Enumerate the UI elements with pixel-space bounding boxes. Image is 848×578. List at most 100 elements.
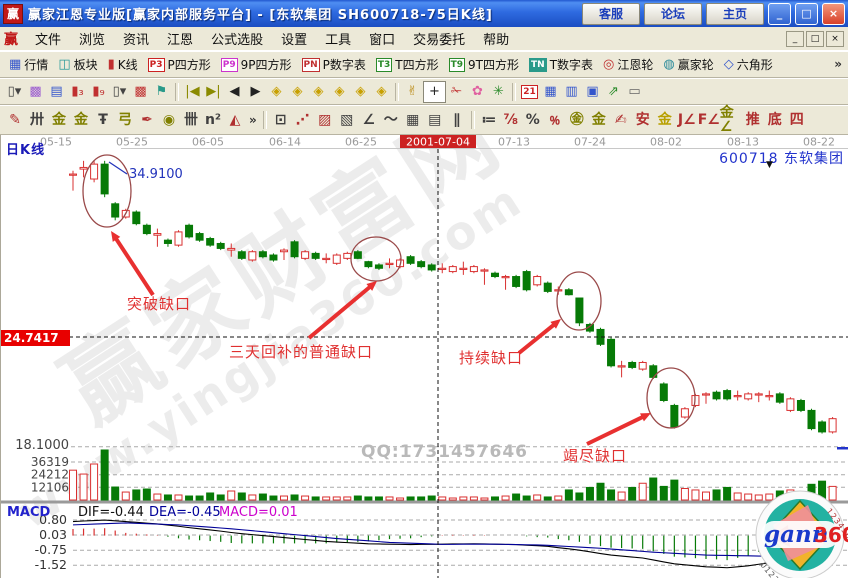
pattern-box-tool-icon[interactable]: ▨ bbox=[318, 112, 332, 128]
p9-square-button[interactable]: P9 9P四方形 bbox=[216, 56, 297, 73]
kline-button[interactable]: ▮ K线 bbox=[103, 56, 143, 73]
toolbar-overflow-chevron[interactable]: » bbox=[249, 113, 257, 127]
maximize-button[interactable]: □ bbox=[795, 2, 818, 25]
zoom-diamond-4-icon[interactable]: ◈ bbox=[334, 84, 345, 99]
forum-button[interactable]: 论坛 bbox=[644, 2, 702, 25]
kline-style-dropdown[interactable]: ▯▾ bbox=[7, 84, 22, 99]
menu-item-9[interactable]: 帮助 bbox=[483, 33, 510, 48]
grid-tool-icon[interactable]: ▦ bbox=[406, 112, 420, 128]
t9-square-button[interactable]: T9 9T四方形 bbox=[444, 56, 524, 73]
volume-bar bbox=[269, 495, 278, 501]
save-icon[interactable]: ▣ bbox=[586, 84, 599, 99]
mdi-minimize-button[interactable]: _ bbox=[786, 30, 804, 47]
angle-lines-tool-icon[interactable]: ∠ bbox=[362, 112, 376, 128]
pen2-tool-icon[interactable]: ✍ bbox=[614, 112, 627, 128]
gold2-tool-icon[interactable]: 金 bbox=[657, 112, 672, 128]
gann-wheel-button[interactable]: ◎ 江恩轮 bbox=[598, 56, 658, 73]
golden-band-tool-icon[interactable]: 金 bbox=[74, 112, 88, 128]
calendar-icon[interactable]: 21 bbox=[521, 84, 538, 99]
brain-icon[interactable]: ✳ bbox=[493, 84, 504, 99]
toolbar-overflow-chevron[interactable]: » bbox=[834, 57, 842, 71]
n2-tool-icon[interactable]: n² bbox=[204, 112, 222, 128]
gann-grid-tool-icon[interactable]: 卅 bbox=[30, 112, 44, 128]
menu-item-6[interactable]: 工具 bbox=[325, 33, 352, 48]
percent-tool-icon[interactable]: % bbox=[525, 112, 540, 128]
list-percent-tool-icon[interactable]: ≔ bbox=[481, 112, 497, 128]
calculator-icon[interactable]: ▦ bbox=[544, 84, 557, 99]
next-icon[interactable]: ▶ bbox=[250, 84, 261, 99]
knife-tool-icon[interactable]: ✒ bbox=[141, 112, 153, 128]
tui-line-tool-icon[interactable]: 推 bbox=[745, 112, 760, 128]
arrow-tool-icon[interactable]: ◭ bbox=[229, 112, 241, 128]
zoom-diamond-5-icon[interactable]: ◈ bbox=[355, 84, 366, 99]
menu-item-1[interactable]: 浏览 bbox=[79, 33, 106, 48]
ribbon-icon[interactable]: ✿ bbox=[472, 84, 483, 99]
print-icon[interactable]: ▭ bbox=[628, 84, 641, 99]
bow-tool-icon[interactable]: 弓 bbox=[118, 112, 132, 128]
export-icon[interactable]: ⇗ bbox=[608, 84, 619, 99]
si-line-tool-icon[interactable]: 四 bbox=[789, 112, 804, 128]
pen-tool-icon[interactable]: ✎ bbox=[9, 112, 21, 128]
hexagon-button[interactable]: ◇ 六角形 bbox=[719, 56, 778, 73]
hatch-tool-icon[interactable]: ∥ bbox=[453, 112, 461, 128]
percent7-tool-icon[interactable]: ⅞ bbox=[503, 112, 519, 128]
j-line-tool-icon[interactable]: J∠ bbox=[677, 112, 696, 128]
chip-distribution-icon[interactable]: ▩ bbox=[29, 84, 42, 99]
crosshair-tool-icon[interactable]: + bbox=[423, 80, 446, 103]
zoom-diamond-1-icon[interactable]: ◈ bbox=[271, 84, 282, 99]
customer-service-button[interactable]: 客服 bbox=[582, 2, 640, 25]
menu-item-4[interactable]: 公式选股 bbox=[211, 33, 264, 48]
report-icon[interactable]: ▥ bbox=[565, 84, 578, 99]
homepage-button[interactable]: 主页 bbox=[706, 2, 764, 25]
indicator9-icon[interactable]: ▮₉ bbox=[92, 84, 105, 99]
wave-tool-icon[interactable]: 〜 bbox=[383, 112, 398, 128]
menu-item-3[interactable]: 江恩 bbox=[167, 33, 194, 48]
menu-item-0[interactable]: 文件 bbox=[35, 33, 62, 48]
window-tool-icon[interactable]: ⊡ bbox=[274, 112, 287, 128]
menu-item-8[interactable]: 交易委托 bbox=[413, 33, 466, 48]
golden-ratio-tool-icon[interactable]: 金 bbox=[52, 112, 66, 128]
shaded-box-tool-icon[interactable]: ▧ bbox=[340, 112, 354, 128]
menu-item-2[interactable]: 资讯 bbox=[123, 33, 150, 48]
minimize-button[interactable]: _ bbox=[768, 2, 791, 25]
p-square-button[interactable]: P3 P四方形 bbox=[143, 56, 216, 73]
quotes-button[interactable]: ▦ 行情 bbox=[4, 56, 53, 73]
menu-item-5[interactable]: 设置 bbox=[281, 33, 308, 48]
flag-icon[interactable]: ⚑ bbox=[155, 84, 168, 99]
mdi-restore-button[interactable]: □ bbox=[806, 30, 824, 47]
last-page-icon[interactable]: ▶| bbox=[206, 84, 221, 99]
mdi-close-button[interactable]: × bbox=[826, 30, 844, 47]
hand-tool-icon[interactable]: ✌ bbox=[407, 84, 418, 99]
pattern-icon[interactable]: ▩ bbox=[134, 84, 147, 99]
pick-tool-icon[interactable]: ✁ bbox=[451, 84, 462, 99]
di-line-tool-icon[interactable]: 底 bbox=[767, 112, 782, 128]
f-line-tool-icon[interactable]: F∠ bbox=[697, 112, 720, 128]
gold-line-tool-icon[interactable]: 金 bbox=[591, 112, 606, 128]
p-table-button[interactable]: PN P数字表 bbox=[297, 56, 371, 73]
close-button[interactable]: × bbox=[822, 2, 845, 25]
f-tool-icon[interactable]: Ŧ bbox=[98, 112, 108, 128]
winner-wheel-button[interactable]: ◍ 赢家轮 bbox=[658, 56, 718, 73]
indicator3-icon[interactable]: ▮₃ bbox=[71, 84, 84, 99]
menu-item-7[interactable]: 窗口 bbox=[369, 33, 396, 48]
prev-icon[interactable]: ◀ bbox=[229, 84, 240, 99]
zoom-diamond-2-icon[interactable]: ◈ bbox=[292, 84, 303, 99]
cycle-dropdown[interactable]: ▯▾ bbox=[112, 84, 127, 99]
zoom-diamond-3-icon[interactable]: ◈ bbox=[313, 84, 324, 99]
first-page-icon[interactable]: |◀ bbox=[185, 84, 200, 99]
percent-line-tool-icon[interactable]: ﹪ bbox=[547, 112, 562, 128]
gold-circle-tool-icon[interactable]: ㊎ bbox=[569, 112, 584, 128]
zoom-diamond-6-icon[interactable]: ◈ bbox=[376, 84, 387, 99]
gap-arrow bbox=[517, 322, 557, 355]
note-icon[interactable]: ▤ bbox=[50, 84, 63, 99]
gold-angle-tool-icon[interactable]: 金∠ bbox=[719, 105, 734, 135]
blocks-button[interactable]: ◫ 板块 bbox=[53, 56, 102, 73]
t-square-button[interactable]: T3 T四方形 bbox=[371, 56, 444, 73]
ruler-tool-icon[interactable]: 卌 bbox=[184, 112, 198, 128]
grid2-tool-icon[interactable]: ▤ bbox=[428, 112, 442, 128]
t-table-button[interactable]: TN T数字表 bbox=[524, 56, 598, 73]
a-line-tool-icon[interactable]: 安 bbox=[635, 112, 650, 128]
fan-lines-tool-icon[interactable]: ⋰ bbox=[295, 112, 310, 128]
compass-tool-icon[interactable]: ◉ bbox=[162, 112, 176, 128]
